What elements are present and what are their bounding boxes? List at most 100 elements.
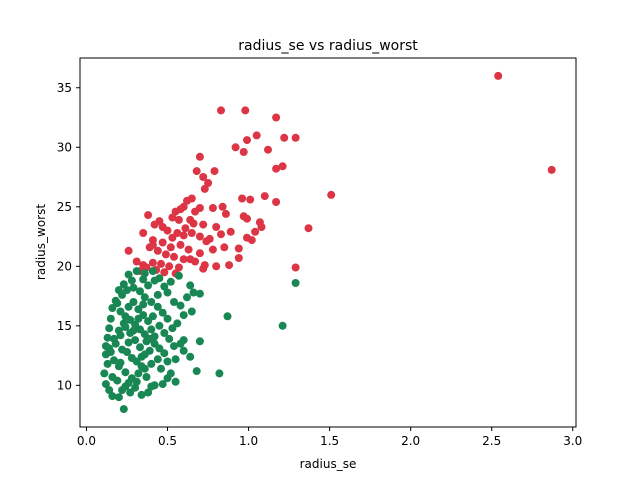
data-point xyxy=(153,302,162,311)
data-point xyxy=(494,71,503,80)
data-point xyxy=(118,290,127,299)
x-tick-label: 1.0 xyxy=(239,434,258,448)
data-point xyxy=(158,380,167,389)
data-point xyxy=(179,346,188,355)
data-point xyxy=(179,336,188,345)
data-point xyxy=(189,219,198,228)
data-point xyxy=(116,358,125,367)
data-point xyxy=(192,167,201,176)
data-point xyxy=(272,113,281,122)
data-point xyxy=(160,329,169,337)
data-point xyxy=(105,386,114,395)
data-point xyxy=(113,299,122,308)
data-point xyxy=(165,262,174,271)
data-point xyxy=(243,214,251,223)
data-point xyxy=(153,355,162,364)
data-point xyxy=(148,258,157,267)
data-point xyxy=(101,380,110,389)
data-point xyxy=(238,194,247,203)
data-point xyxy=(252,131,261,140)
data-point xyxy=(144,281,153,290)
data-point xyxy=(183,293,191,302)
data-point xyxy=(181,224,190,233)
data-point xyxy=(148,312,157,321)
y-axis-ticks: 10 15 20 25 30 35 xyxy=(57,81,80,392)
data-point xyxy=(163,357,172,366)
data-point xyxy=(195,289,204,298)
data-point xyxy=(140,269,149,278)
data-point xyxy=(131,336,140,345)
data-point xyxy=(195,337,204,346)
data-point xyxy=(280,133,289,142)
data-point xyxy=(103,359,112,368)
data-point xyxy=(221,209,230,218)
data-points xyxy=(100,71,556,414)
data-point xyxy=(108,392,117,401)
data-point xyxy=(225,261,234,270)
data-point xyxy=(170,252,178,261)
data-point xyxy=(126,388,135,397)
data-point xyxy=(547,165,556,174)
y-tick-label: 15 xyxy=(57,319,72,333)
data-point xyxy=(179,255,188,264)
data-point xyxy=(160,282,169,291)
data-point xyxy=(137,362,146,371)
data-point xyxy=(195,152,204,161)
data-point xyxy=(226,227,235,236)
data-point xyxy=(223,312,232,321)
data-point xyxy=(136,287,144,296)
data-point xyxy=(155,344,164,353)
data-point xyxy=(231,143,240,152)
data-point xyxy=(163,226,172,235)
data-point xyxy=(145,346,154,355)
data-point xyxy=(186,255,195,264)
data-point xyxy=(106,314,115,323)
data-point xyxy=(168,213,177,222)
data-point xyxy=(147,359,156,368)
data-point xyxy=(208,245,217,254)
data-point xyxy=(191,207,200,216)
data-point xyxy=(163,314,172,323)
data-point xyxy=(218,202,227,211)
data-point xyxy=(108,304,117,312)
data-point xyxy=(179,311,188,320)
x-tick-label: 2.0 xyxy=(401,434,420,448)
data-point xyxy=(134,314,143,323)
data-point xyxy=(166,277,175,286)
data-point xyxy=(132,377,141,386)
data-point xyxy=(153,290,162,299)
data-point xyxy=(108,373,117,381)
data-point xyxy=(199,173,208,181)
data-point xyxy=(171,355,180,364)
data-point xyxy=(171,377,180,386)
data-point xyxy=(186,352,195,361)
data-point xyxy=(278,321,287,330)
data-point xyxy=(114,326,123,335)
data-point xyxy=(150,220,159,229)
data-point xyxy=(160,349,169,358)
data-point xyxy=(166,369,175,378)
data-point xyxy=(200,184,209,193)
data-point xyxy=(160,268,169,277)
data-point xyxy=(150,332,159,341)
data-point xyxy=(153,246,162,255)
data-point xyxy=(243,136,251,145)
x-axis-ticks: 0.0 0.5 1.0 1.5 2.0 2.5 3.0 xyxy=(77,427,582,448)
data-point xyxy=(140,293,149,302)
data-point xyxy=(195,232,204,241)
data-point xyxy=(272,198,281,206)
data-point xyxy=(174,263,183,272)
data-point xyxy=(186,281,195,290)
data-point xyxy=(176,301,185,310)
data-point xyxy=(158,308,167,317)
data-point xyxy=(168,233,177,242)
data-point xyxy=(187,307,196,316)
data-point xyxy=(304,224,313,233)
data-point xyxy=(176,240,185,249)
data-point xyxy=(215,369,224,378)
y-tick-label: 20 xyxy=(57,259,72,273)
data-point xyxy=(124,302,133,311)
chart-title: radius_se vs radius_worst xyxy=(238,38,418,54)
data-point xyxy=(217,230,225,239)
data-point xyxy=(202,237,211,246)
